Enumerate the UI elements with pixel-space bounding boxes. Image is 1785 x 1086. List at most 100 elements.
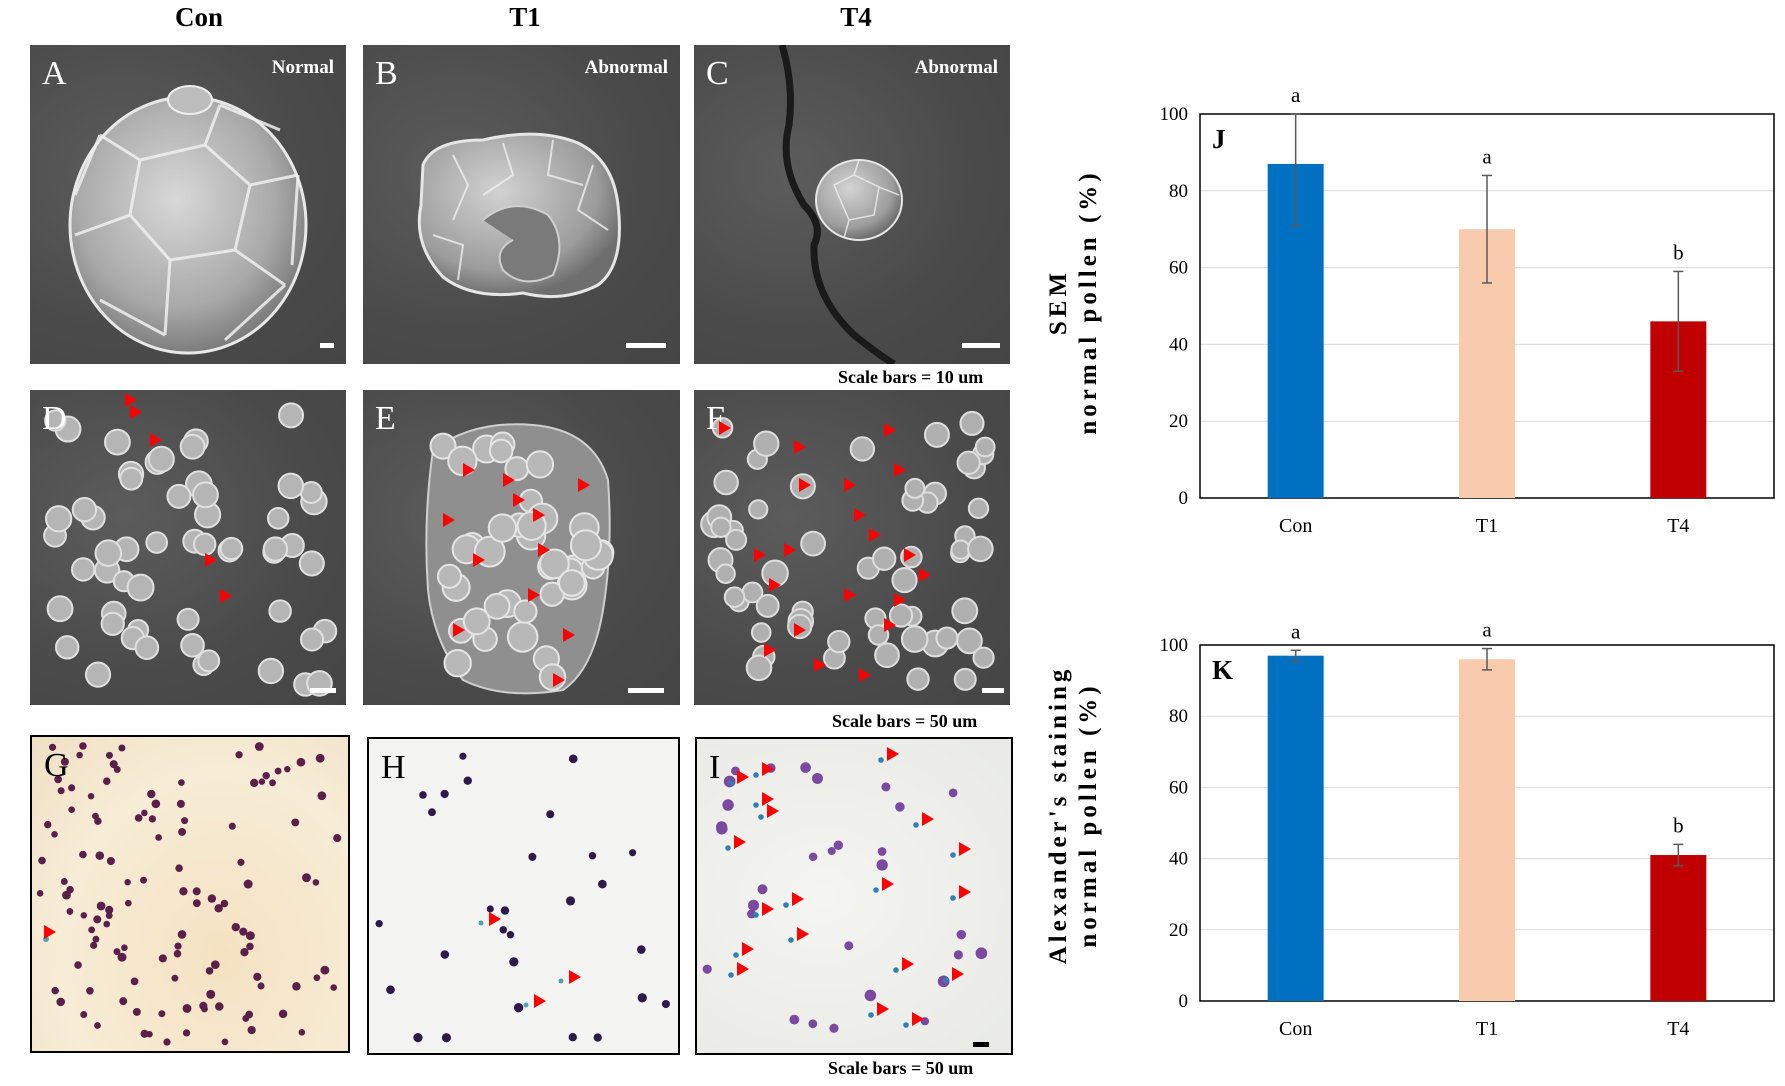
panel-letter: B — [375, 55, 398, 92]
stained-pollen — [38, 856, 46, 865]
y-tick-label: 100 — [1160, 104, 1189, 125]
stained-pollen — [413, 1033, 423, 1043]
stained-pollen-image — [375, 752, 670, 1043]
pollen-grain — [748, 499, 769, 520]
pollen-grain — [715, 563, 736, 584]
pollen-grain — [429, 432, 457, 460]
significance-letter: a — [1291, 619, 1301, 643]
pollen-grain — [487, 513, 518, 543]
arrow-marker — [959, 842, 971, 856]
stained-pollen — [895, 802, 905, 812]
arrow-marker — [719, 421, 731, 435]
stained-pollen — [140, 876, 148, 884]
arrow-marker — [734, 835, 746, 849]
arrow-marker — [150, 433, 162, 447]
panel-letter: E — [375, 400, 396, 437]
stained-pollen — [207, 894, 217, 903]
stained-pollen — [247, 1025, 256, 1035]
stained-pollen — [106, 856, 115, 866]
stained-pollen — [215, 1002, 224, 1011]
stained-pollen — [94, 1022, 101, 1029]
arrow-marker — [792, 892, 804, 906]
pollen-grain — [800, 530, 826, 557]
stained-pollen — [175, 864, 183, 872]
stained-pollen — [330, 984, 337, 991]
chart-k: 0 20 40 60 80 100 a Con a T1 b T4 K — [1160, 618, 1775, 1040]
stained-pollen — [56, 997, 65, 1007]
pollen-grain — [953, 667, 977, 691]
stained-pollen — [513, 1003, 524, 1013]
pollen-grain — [483, 592, 511, 620]
stained-pollen — [182, 1003, 192, 1013]
arrow-marker — [762, 792, 774, 806]
arrow-marker — [794, 440, 806, 454]
x-tick-label: Con — [1279, 515, 1312, 537]
pollen-grain — [84, 661, 112, 688]
stained-pollen — [274, 767, 282, 775]
aborted-pollen — [950, 895, 956, 901]
stained-pollen — [312, 879, 320, 886]
stained-pollen — [140, 1029, 149, 1038]
stained-pollen — [440, 789, 449, 799]
panel-d: D — [30, 390, 346, 705]
arrow-marker — [130, 405, 142, 419]
pollen-grain — [888, 603, 914, 628]
stained-pollen — [975, 947, 988, 960]
chart-j-ylabel: SEM normal pollen (%) — [1044, 152, 1106, 452]
stained-pollen — [220, 899, 229, 908]
aborted-pollen — [913, 822, 919, 828]
stained-pollen — [113, 948, 121, 956]
pollen-grain — [972, 646, 995, 669]
stained-pollen — [86, 987, 94, 995]
stained-pollen — [506, 931, 515, 939]
stained-pollen — [313, 974, 321, 982]
stained-pollen — [148, 815, 157, 823]
scale-note-row3: Scale bars = 50 um — [828, 1058, 974, 1078]
pollen-grain — [46, 595, 74, 623]
aborted-pollen — [753, 912, 759, 918]
arrow-marker — [922, 812, 934, 826]
arrow-marker — [762, 902, 774, 916]
stained-pollen — [87, 792, 95, 800]
stained-pollen — [79, 850, 87, 859]
stained-pollen — [60, 878, 68, 885]
arrow-marker — [513, 493, 525, 507]
stained-pollen — [95, 851, 105, 860]
stained-pollen — [76, 751, 83, 759]
pollen-grain — [147, 445, 175, 473]
arrow-marker — [884, 618, 896, 632]
stained-pollen — [171, 974, 179, 982]
y-tick-label: 40 — [1169, 849, 1188, 870]
stained-pollen — [105, 905, 114, 914]
pollen-grain — [849, 436, 876, 462]
stained-pollen — [192, 899, 201, 908]
pollen-grain — [71, 557, 96, 582]
stained-pollen — [124, 878, 131, 886]
pollen-grain — [266, 507, 290, 530]
arrow-marker — [894, 593, 906, 607]
stained-pollen — [722, 799, 734, 811]
stained-pollen — [80, 1011, 88, 1019]
aborted-pollen — [733, 952, 739, 958]
panel-letter: D — [42, 400, 67, 437]
pollen-grain — [257, 657, 285, 685]
stained-pollen — [499, 926, 508, 934]
pollen-grain — [94, 539, 123, 567]
stained-pollen — [109, 760, 118, 769]
stained-pollen — [214, 904, 223, 913]
stained-pollen — [509, 957, 519, 967]
y-tick-label: 20 — [1169, 920, 1188, 941]
ylabel-line1: SEM — [1045, 268, 1072, 336]
chart-j: 0 20 40 60 80 100 a Con a T1 b T4 J — [1160, 83, 1775, 537]
pollen-population-image — [425, 423, 615, 695]
stained-pollen — [66, 908, 74, 915]
pollen-grain — [935, 626, 959, 650]
pollen-population-image — [700, 410, 996, 691]
arrow-marker — [769, 578, 781, 592]
stained-pollen — [201, 1005, 208, 1013]
stained-pollen — [269, 779, 276, 787]
stained-pollen — [284, 765, 291, 773]
stained-pollen — [132, 1007, 141, 1016]
significance-letter: b — [1673, 240, 1684, 264]
pollen-grain — [956, 450, 981, 475]
